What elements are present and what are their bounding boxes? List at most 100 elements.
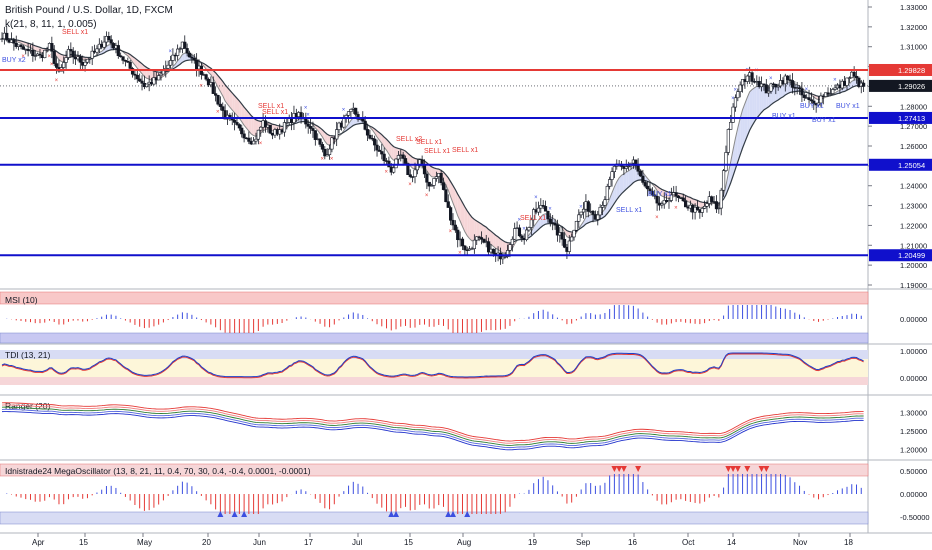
ma-cloud-segment (621, 173, 624, 194)
ma-cloud-segment (761, 85, 764, 113)
signal-label: BUY x1 (772, 113, 796, 120)
ma-cloud-segment (666, 191, 669, 199)
candle-body (311, 128, 315, 131)
candle-body (128, 61, 132, 69)
main-subtitle: k(21, 8, 11, 1, 0.005) (5, 19, 97, 30)
ranger-band-line (1, 402, 864, 442)
candle-body (109, 39, 113, 44)
candle-body (740, 79, 745, 86)
y-tick-label: 1.22000 (900, 221, 927, 230)
candle-body (729, 122, 733, 130)
ma-cloud-segment (742, 103, 745, 149)
x-tick-label: Jul (352, 538, 362, 547)
ma-cloud-segment (749, 89, 753, 131)
candle-body (415, 165, 419, 171)
signal-marker: × (330, 156, 334, 162)
candle-body (702, 205, 707, 209)
ma-cloud-segment (773, 86, 776, 103)
candle-body (123, 60, 128, 62)
candle-body (237, 124, 241, 129)
ma-cloud-segment (498, 236, 501, 252)
ma-cloud-segment (476, 221, 480, 240)
candle-body (833, 87, 837, 90)
candle-body (78, 56, 82, 63)
candle-body (62, 62, 66, 68)
ma-cloud-segment (692, 198, 696, 206)
candle-body (676, 195, 681, 199)
y-tick-label: 1.00000 (900, 347, 927, 356)
ma-cloud-segment (747, 91, 750, 136)
ma-cloud-segment (479, 222, 482, 240)
candle-body (346, 111, 351, 116)
ma-cloud-segment (490, 231, 494, 247)
signal-marker: × (449, 229, 453, 235)
level-price-label: 1.27413 (898, 114, 925, 123)
ranger-band-line (1, 408, 864, 449)
candle-body (5, 32, 9, 41)
ma-cloud-segment (623, 172, 627, 192)
ma-cloud-segment (353, 116, 356, 126)
candle-body (176, 48, 180, 56)
signal-marker: × (522, 227, 526, 233)
ma-cloud-segment (253, 117, 256, 137)
signal-label: BUY x1 (812, 117, 836, 124)
ma-cloud-segment (452, 185, 456, 210)
candle-body (64, 57, 68, 63)
ma-cloud-segment (469, 214, 472, 241)
y-tick-label: 1.20000 (900, 261, 927, 270)
x-tick-label: 18 (844, 538, 853, 547)
signal-marker: × (21, 54, 25, 60)
candle-body (88, 57, 92, 60)
candle-body (562, 238, 567, 248)
ma-cloud-segment (434, 167, 437, 178)
candle-body (477, 236, 481, 238)
ma-cloud-segment (664, 190, 667, 199)
msi-lower-band (0, 332, 869, 344)
ma-cloud-segment (184, 53, 188, 62)
candle-body (380, 151, 384, 155)
ma-cloud-segment (39, 47, 43, 54)
ma-cloud-segment (182, 53, 185, 63)
candle-body (847, 77, 851, 79)
x-tick-label: 17 (304, 538, 313, 547)
signal-marker: × (534, 195, 538, 201)
candle-body (396, 155, 400, 160)
candle-body (373, 138, 377, 146)
candle-body (441, 182, 446, 190)
ma-cloud-segment (460, 198, 463, 227)
candle-body (325, 154, 329, 157)
signal-marker: × (548, 206, 552, 212)
tdi-mid-zone (0, 359, 868, 377)
candle-body (133, 73, 137, 76)
y-tick-label: 1.24000 (900, 182, 927, 191)
mega-signal-arrow (734, 466, 741, 472)
candle-body (403, 158, 408, 164)
candle-body (638, 170, 643, 177)
candle-body (759, 83, 764, 88)
main-pane: ××××××××××××××××××××××××××××××××BUY x2SE… (0, 26, 868, 265)
candle-body (503, 256, 507, 258)
candle-body (695, 206, 700, 210)
candle-body (491, 248, 495, 254)
candle-body (19, 44, 23, 47)
ma-cloud-segment (782, 82, 786, 97)
candle-body (233, 119, 237, 123)
candle-body (304, 118, 308, 125)
signal-marker: × (169, 49, 173, 55)
ranger-band-line (1, 404, 864, 444)
candle-body (453, 224, 457, 231)
candle-body (444, 189, 448, 202)
candle-body (171, 54, 175, 61)
candle-body (451, 219, 455, 226)
ma-cloud-segment (429, 164, 432, 177)
candle-body (83, 61, 87, 66)
level-price-label: 1.25054 (898, 161, 925, 170)
candle-body (669, 194, 673, 201)
candle-body (463, 245, 467, 251)
ma-cloud-segment (431, 166, 434, 178)
ma-cloud-segment (633, 166, 636, 183)
ma-cloud-segment (481, 224, 484, 240)
candle-body (831, 89, 835, 94)
candle-body (320, 144, 325, 150)
